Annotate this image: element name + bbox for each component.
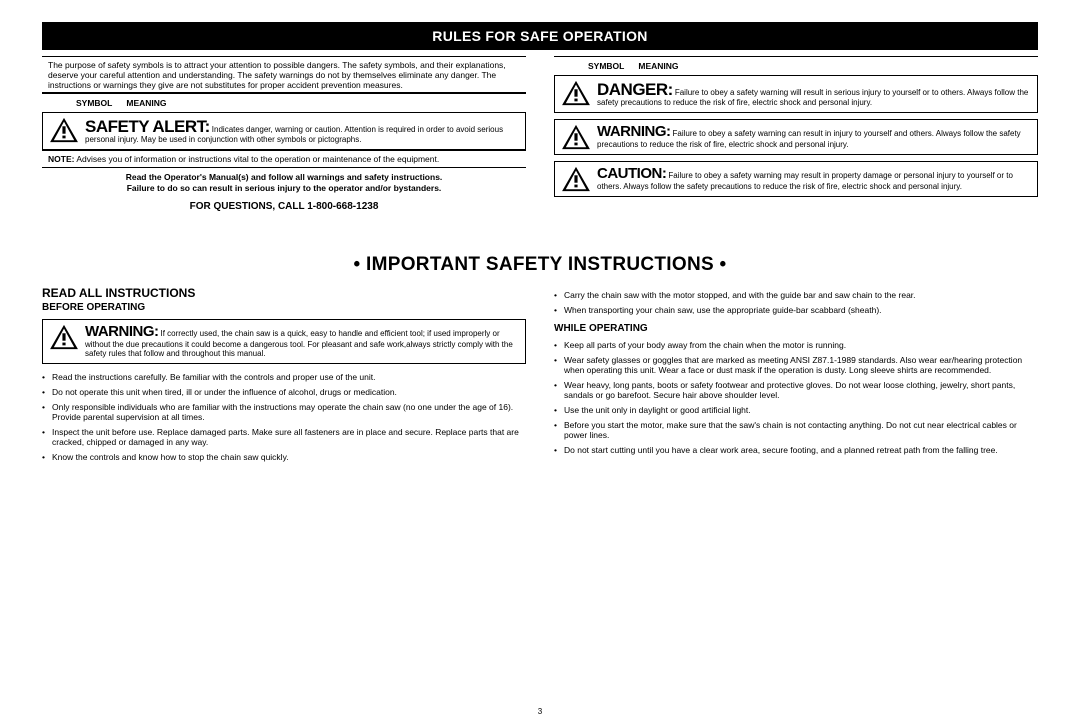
read-all-head: READ ALL INSTRUCTIONS (42, 286, 526, 300)
caution-box: CAUTION:Failure to obey a safety warning… (554, 161, 1038, 197)
important-safety-title: • IMPORTANT SAFETY INSTRUCTIONS • (42, 254, 1038, 276)
safety-alert-label: SAFETY ALERT: (85, 117, 210, 136)
list-item: Do not operate this unit when tired, ill… (42, 387, 526, 397)
list-item: Keep all parts of your body away from th… (554, 340, 1038, 350)
symbol-head-1: SYMBOL (76, 98, 112, 108)
symbol-head-2r: MEANING (638, 61, 678, 71)
safety-alert-box: SAFETY ALERT:Indicates danger, warning o… (42, 112, 526, 150)
alert-triangle-icon (561, 80, 591, 106)
bottom-columns: READ ALL INSTRUCTIONS BEFORE OPERATING W… (42, 286, 1038, 467)
left-bullets: Read the instructions carefully. Be fami… (42, 372, 526, 462)
while-op-head: WHILE OPERATING (554, 323, 1038, 334)
danger-body: DANGER:Failure to obey a safety warning … (597, 80, 1031, 108)
list-item: When transporting your chain saw, use th… (554, 305, 1038, 315)
call-line: FOR QUESTIONS, CALL 1-800-668-1238 (42, 201, 526, 212)
alert-triangle-icon (49, 324, 79, 350)
symbol-head-2: MEANING (126, 98, 166, 108)
rules-bar: RULES FOR SAFE OPERATION (42, 22, 1038, 50)
list-item: Wear heavy, long pants, boots or safety … (554, 380, 1038, 400)
warning2-label: WARNING: (85, 323, 159, 340)
safety-alert-body: SAFETY ALERT:Indicates danger, warning o… (85, 117, 519, 145)
list-item: Carry the chain saw with the motor stopp… (554, 290, 1038, 300)
list-item: Use the unit only in daylight or good ar… (554, 405, 1038, 415)
list-item: Know the controls and know how to stop t… (42, 452, 526, 462)
symbol-header-right: SYMBOL MEANING (554, 56, 1038, 73)
top-col-left: The purpose of safety symbols is to attr… (42, 56, 526, 212)
note-text: Advises you of information or instructio… (76, 154, 439, 164)
alert-triangle-icon (49, 117, 79, 143)
list-item: Do not start cutting until you have a cl… (554, 445, 1038, 455)
read-line-2: Failure to do so can result in serious i… (56, 183, 512, 194)
right-bullets: Keep all parts of your body away from th… (554, 340, 1038, 455)
list-item: Before you start the motor, make sure th… (554, 420, 1038, 440)
caution-label: CAUTION: (597, 165, 666, 182)
read-block: Read the Operator's Manual(s) and follow… (42, 167, 526, 197)
list-item: Wear safety glasses or goggles that are … (554, 355, 1038, 375)
caution-body: CAUTION:Failure to obey a safety warning… (597, 166, 1031, 192)
before-op-head: BEFORE OPERATING (42, 302, 526, 313)
bottom-col-left: READ ALL INSTRUCTIONS BEFORE OPERATING W… (42, 286, 526, 467)
right-top-bullets: Carry the chain saw with the motor stopp… (554, 290, 1038, 315)
top-col-right: SYMBOL MEANING DANGER:Failure to obey a … (554, 56, 1038, 212)
list-item: Only responsible individuals who are fam… (42, 402, 526, 422)
alert-triangle-icon (561, 124, 591, 150)
warning1-label: WARNING: (597, 123, 671, 140)
warning2-box: WARNING:If correctly used, the chain saw… (42, 319, 526, 364)
intro-paragraph: The purpose of safety symbols is to attr… (42, 56, 526, 93)
symbol-head-1r: SYMBOL (588, 61, 624, 71)
danger-label: DANGER: (597, 80, 673, 99)
warning2-body: WARNING:If correctly used, the chain saw… (85, 324, 519, 359)
note-row: NOTE: Advises you of information or inst… (42, 150, 526, 167)
page-number: 3 (538, 707, 542, 716)
page-root: RULES FOR SAFE OPERATION The purpose of … (0, 22, 1080, 467)
warning1-body: WARNING:Failure to obey a safety warning… (597, 124, 1031, 150)
danger-box: DANGER:Failure to obey a safety warning … (554, 75, 1038, 113)
alert-triangle-icon (561, 166, 591, 192)
bottom-col-right: Carry the chain saw with the motor stopp… (554, 286, 1038, 467)
note-label: NOTE: (48, 154, 74, 164)
symbol-header-left: SYMBOL MEANING (42, 93, 526, 110)
list-item: Read the instructions carefully. Be fami… (42, 372, 526, 382)
warning1-box: WARNING:Failure to obey a safety warning… (554, 119, 1038, 155)
list-item: Inspect the unit before use. Replace dam… (42, 427, 526, 447)
top-columns: The purpose of safety symbols is to attr… (42, 56, 1038, 212)
read-line-1: Read the Operator's Manual(s) and follow… (56, 172, 512, 183)
